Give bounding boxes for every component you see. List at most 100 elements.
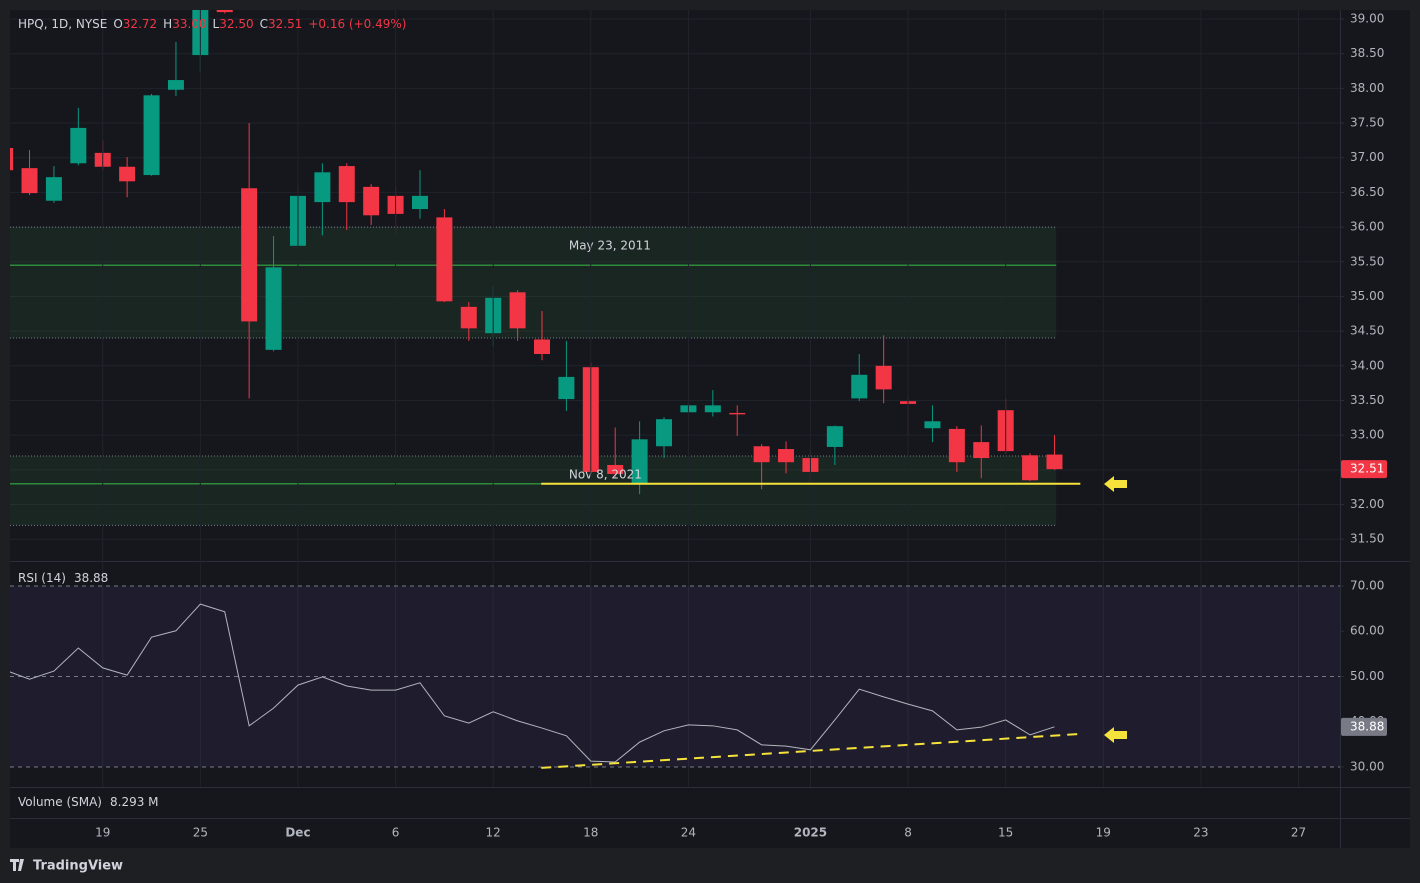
- candle-body: [509, 292, 526, 329]
- candle-body: [241, 188, 258, 322]
- chart-title: HPQ, 1D, NYSE: [18, 17, 107, 31]
- candle-body: [70, 127, 87, 164]
- candle-body: [363, 186, 380, 216]
- candle-body: [558, 376, 575, 400]
- candle-body: [851, 374, 868, 399]
- candle-body: [119, 166, 136, 182]
- x-tick-label: 8: [904, 826, 912, 840]
- candle-body: [534, 339, 550, 355]
- candle-body: [411, 195, 428, 210]
- ohlc-value: 32.51: [268, 17, 302, 31]
- zone: [10, 455, 1057, 526]
- x-tick-label: 19: [1096, 826, 1111, 840]
- candle-body: [704, 405, 721, 413]
- candle-body: [973, 442, 990, 459]
- logo-icon: [10, 859, 24, 871]
- candle-body: [607, 464, 624, 474]
- rsi-label-box: [1341, 717, 1387, 736]
- ohlc-value: 33.00: [172, 17, 206, 31]
- y-tick-label: 36.50: [1350, 185, 1384, 199]
- x-tick-label: 25: [193, 826, 208, 840]
- ohlc-label: O: [113, 17, 122, 31]
- rsi-line: [10, 603, 1055, 763]
- y-tick-label: 34.00: [1350, 358, 1384, 372]
- y-tick-label: 38.50: [1350, 46, 1384, 60]
- logo: TradingView: [10, 859, 123, 874]
- candle-body: [460, 306, 477, 329]
- x-tick-label: 18: [583, 826, 598, 840]
- y-tick-label: 37.50: [1350, 116, 1384, 130]
- pane: May 23, 2011 Nov 8, 2021: [10, 10, 1340, 540]
- y-tick-label: 36.00: [1350, 220, 1384, 234]
- y-tick-label: 35.00: [1350, 289, 1384, 303]
- candle-body: [656, 419, 673, 447]
- x-tick-label: 6: [392, 826, 400, 840]
- x-tick-label: 27: [1291, 826, 1306, 840]
- volume-value: 8.293 M: [110, 795, 159, 809]
- zone-label: Nov 8, 2021: [569, 467, 642, 481]
- candle-body: [753, 446, 770, 463]
- y-tick-label: 34.50: [1350, 324, 1384, 338]
- candle-body: [338, 166, 355, 203]
- candle-body: [1022, 455, 1039, 481]
- x-tick-label: Dec: [285, 826, 310, 840]
- candle-body: [167, 80, 184, 90]
- arrow-marker: [1104, 727, 1127, 743]
- rsi-title: RSI (14): [18, 571, 66, 585]
- y-tick-label: 50.00: [1350, 669, 1384, 683]
- y-tick-label: 30.00: [1350, 759, 1384, 773]
- rsi-value: 38.88: [74, 571, 108, 585]
- y-tick-label: 35.50: [1350, 254, 1384, 268]
- y-tick-label: 70.00: [1350, 578, 1384, 592]
- candle-body: [143, 95, 160, 176]
- candle-body: [729, 412, 746, 415]
- y-tick-label: 60.00: [1350, 624, 1384, 638]
- arrow-marker: [1104, 476, 1127, 492]
- candle-body: [45, 177, 62, 201]
- candle-body: [631, 439, 648, 485]
- x-tick-label: 15: [998, 826, 1013, 840]
- zone: [10, 227, 1057, 339]
- candle-body: [826, 426, 843, 447]
- y-tick-label: 32.00: [1350, 497, 1384, 511]
- ohlc-value: 32.50: [219, 17, 253, 31]
- ohlc-value: 32.72: [123, 17, 157, 31]
- ohlc-label: H: [163, 17, 172, 31]
- x-tick-label: 12: [486, 826, 501, 840]
- change: +0.16 (+0.49%): [308, 17, 406, 31]
- y-tick-label: 31.50: [1350, 532, 1384, 546]
- x-tick-label: 19: [95, 826, 110, 840]
- y-tick-label: 33.00: [1350, 428, 1384, 442]
- trend-line: [541, 732, 1081, 769]
- rsi-header: RSI (14) 38.88: [18, 571, 108, 585]
- pane: [10, 585, 1340, 768]
- price-label: 32.51: [1350, 462, 1384, 476]
- rsi-label: 38.88: [1350, 719, 1384, 733]
- candle-body: [948, 428, 965, 463]
- candle-body: [10, 148, 14, 171]
- y-tick-label: 39.00: [1350, 12, 1384, 26]
- zone-label: May 23, 2011: [569, 239, 651, 253]
- y-tick-label: 38.00: [1350, 81, 1384, 95]
- ohlc-label: C: [260, 17, 268, 31]
- y-tick-label: 33.50: [1350, 393, 1384, 407]
- candle-body: [778, 449, 795, 463]
- chart-background: [10, 10, 1410, 848]
- x-tick-label: 2025: [794, 826, 827, 840]
- candle-body: [265, 267, 282, 350]
- ohlc-label: L: [213, 17, 220, 31]
- candle-body: [21, 168, 38, 194]
- candle-body: [924, 421, 941, 429]
- candle-body: [436, 217, 453, 302]
- candle-body: [216, 10, 233, 13]
- chart-header: HPQ, 1D, NYSE O32.72 H33.00 L32.50 C32.51 +0.…: [18, 17, 406, 31]
- volume-header: Volume (SMA) 8.293 M: [18, 795, 159, 809]
- x-tick-label: 24: [681, 826, 696, 840]
- candle-body: [875, 365, 892, 390]
- volume-title: Volume (SMA): [18, 795, 102, 809]
- y-tick-label: 37.00: [1350, 150, 1384, 164]
- price-label-box: [1341, 460, 1387, 479]
- candle-body: [314, 172, 331, 203]
